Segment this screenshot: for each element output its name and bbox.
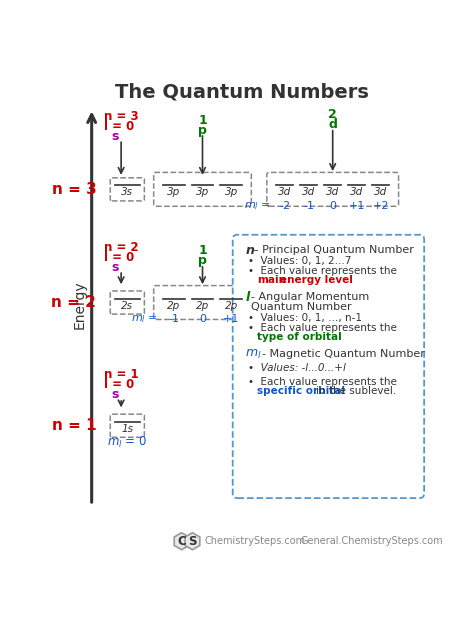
- Text: 2p: 2p: [225, 301, 238, 311]
- Text: n = 2: n = 2: [52, 295, 96, 310]
- Text: l = 0: l = 0: [104, 251, 134, 263]
- Text: 1: 1: [198, 113, 207, 126]
- Text: •  Each value represents the: • Each value represents the: [248, 377, 397, 387]
- Text: •  Values: 0, 1, …, n-1: • Values: 0, 1, …, n-1: [248, 313, 362, 323]
- Text: 2: 2: [328, 108, 337, 121]
- Text: +1: +1: [223, 315, 239, 324]
- Text: s: s: [112, 129, 119, 143]
- Text: -1: -1: [303, 201, 314, 212]
- Text: •  Values: -l...0...+l: • Values: -l...0...+l: [248, 363, 346, 373]
- Text: +2: +2: [373, 201, 389, 212]
- FancyBboxPatch shape: [110, 178, 144, 201]
- Text: – Principal Quantum Number: – Principal Quantum Number: [253, 245, 414, 255]
- Text: type of orbital: type of orbital: [257, 332, 342, 342]
- Text: n: n: [245, 244, 254, 256]
- Text: General.ChemistrySteps.com: General.ChemistrySteps.com: [301, 537, 444, 546]
- Text: 1: 1: [198, 244, 207, 258]
- Text: l = 0: l = 0: [104, 120, 134, 133]
- Text: -2: -2: [279, 201, 290, 212]
- Text: •  Each value represents the: • Each value represents the: [248, 266, 397, 276]
- Text: s: s: [112, 388, 119, 401]
- Text: 3d: 3d: [326, 187, 339, 197]
- Text: n = 3: n = 3: [104, 110, 139, 122]
- Text: n = 1: n = 1: [104, 369, 139, 381]
- Text: l: l: [245, 290, 249, 304]
- FancyBboxPatch shape: [154, 286, 251, 319]
- Text: 0: 0: [329, 201, 336, 212]
- Text: n = 1: n = 1: [52, 418, 96, 433]
- FancyBboxPatch shape: [233, 235, 424, 498]
- Text: p: p: [198, 254, 207, 267]
- Text: ChemistrySteps.com: ChemistrySteps.com: [205, 537, 306, 546]
- Text: 3s: 3s: [122, 187, 133, 197]
- Text: n = 3: n = 3: [52, 182, 96, 197]
- Text: specific orbital: specific orbital: [257, 386, 345, 396]
- Text: Energy: Energy: [72, 281, 86, 329]
- Text: l = 0: l = 0: [104, 378, 134, 392]
- Text: 1s: 1s: [122, 424, 133, 434]
- Text: - Magnetic Quantum Number: - Magnetic Quantum Number: [262, 349, 425, 359]
- Text: d: d: [328, 118, 337, 131]
- Text: •  Values: 0, 1, 2...7: • Values: 0, 1, 2...7: [248, 256, 351, 266]
- Text: 3d: 3d: [350, 187, 363, 197]
- Text: 2s: 2s: [122, 301, 133, 311]
- Text: 3d: 3d: [374, 187, 387, 197]
- Text: S: S: [188, 535, 197, 547]
- Text: - Angular Momentum: - Angular Momentum: [251, 292, 369, 302]
- Text: $m_l$ =: $m_l$ =: [244, 201, 271, 212]
- Text: C: C: [177, 535, 186, 547]
- Text: 3p: 3p: [225, 187, 238, 197]
- Text: $m_l$: $m_l$: [245, 347, 262, 361]
- Text: main: main: [257, 275, 286, 285]
- Text: energy level: energy level: [280, 275, 353, 285]
- Text: in the sublevel.: in the sublevel.: [315, 386, 396, 396]
- FancyBboxPatch shape: [110, 414, 144, 437]
- Text: 3d: 3d: [278, 187, 291, 197]
- Text: -1: -1: [168, 315, 179, 324]
- Text: $m_l$ = 0: $m_l$ = 0: [107, 435, 147, 450]
- Text: 2p: 2p: [196, 301, 209, 311]
- Text: $m_l$ =: $m_l$ =: [131, 313, 158, 326]
- Text: The Quantum Numbers: The Quantum Numbers: [115, 83, 369, 102]
- Text: 2p: 2p: [167, 301, 181, 311]
- Text: •  Each value represents the: • Each value represents the: [248, 323, 397, 333]
- FancyBboxPatch shape: [154, 172, 251, 206]
- Text: 3d: 3d: [302, 187, 315, 197]
- Text: 3p: 3p: [167, 187, 181, 197]
- FancyBboxPatch shape: [110, 291, 144, 314]
- Text: p: p: [198, 124, 207, 137]
- FancyBboxPatch shape: [267, 172, 399, 206]
- Text: 0: 0: [199, 315, 206, 324]
- Text: s: s: [112, 261, 119, 274]
- Text: Quantum Number: Quantum Number: [251, 302, 352, 312]
- Text: 3p: 3p: [196, 187, 209, 197]
- Text: n = 2: n = 2: [104, 240, 139, 254]
- Text: +1: +1: [349, 201, 365, 212]
